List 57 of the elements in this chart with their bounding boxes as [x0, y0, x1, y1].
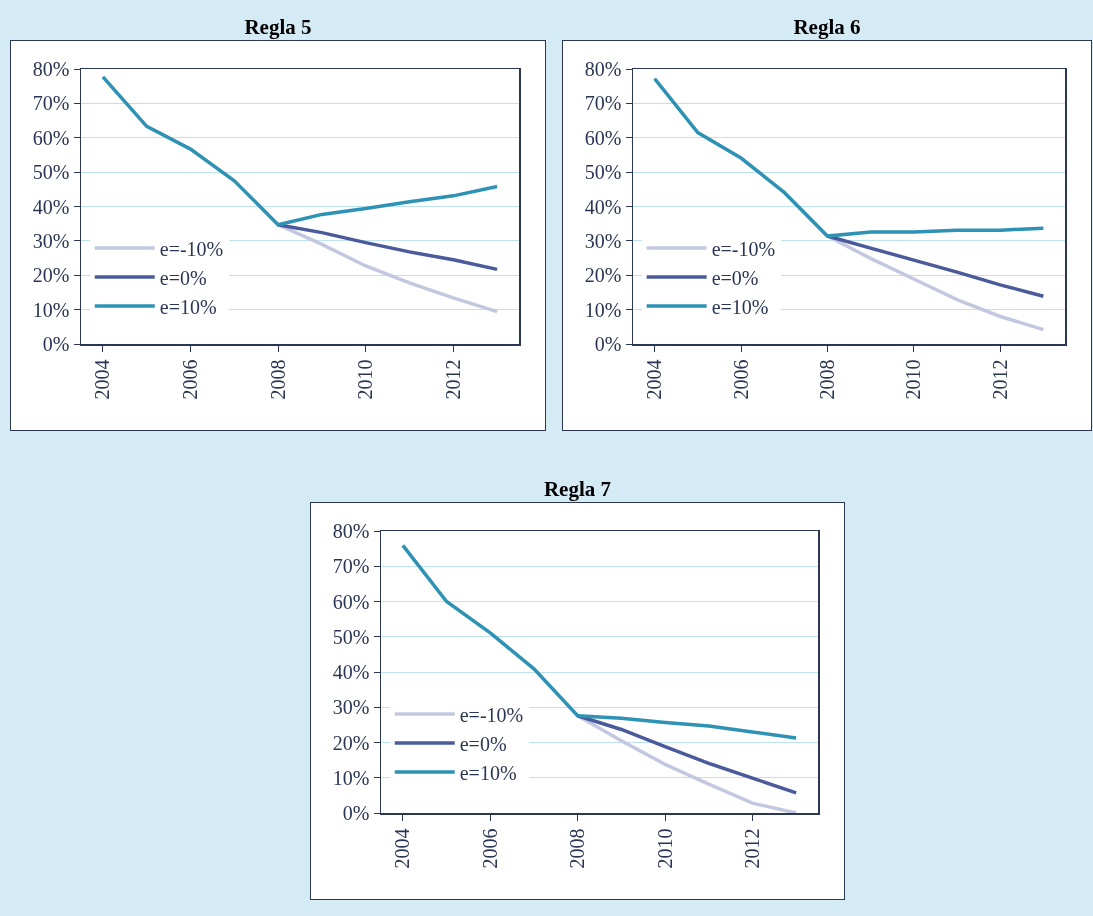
x-tick-label: 2006 — [478, 828, 501, 869]
y-tick-label: 50% — [584, 161, 622, 184]
y-tick-label: 20% — [584, 264, 622, 287]
x-tick-label: 2012 — [740, 828, 763, 869]
y-tick-label: 50% — [332, 625, 370, 648]
y-tick-label: 0% — [342, 802, 370, 824]
legend-label: e=-10% — [159, 237, 224, 260]
y-tick-label: 40% — [584, 195, 622, 218]
y-tick-label: 0% — [42, 333, 70, 355]
line-series — [652, 76, 1046, 238]
y-tick-label: 30% — [332, 696, 370, 719]
y-tick-label: 70% — [32, 92, 70, 115]
y-tick-label: 80% — [584, 58, 622, 80]
legend-label: e=0% — [159, 266, 207, 289]
y-tick-label: 10% — [32, 298, 70, 321]
y-tick-label: 10% — [332, 766, 370, 789]
y-tick-label: 60% — [32, 126, 70, 149]
x-tick-label: 2008 — [266, 359, 289, 400]
legend-label: e=10% — [459, 761, 517, 784]
y-tick-label: 80% — [332, 520, 370, 542]
legend-label: e=0% — [459, 732, 507, 755]
x-tick-label: 2012 — [441, 359, 464, 400]
y-tick-label: 30% — [32, 229, 70, 252]
x-tick-label: 2008 — [815, 359, 838, 400]
x-tick-label: 2004 — [391, 828, 414, 869]
x-tick-label: 2010 — [653, 828, 676, 869]
x-tick-label: 2004 — [91, 359, 114, 400]
x-tick-label: 2008 — [566, 828, 589, 869]
x-tick-label: 2006 — [729, 359, 752, 400]
x-tick-label: 2004 — [643, 359, 666, 400]
x-tick-label: 2010 — [354, 359, 377, 400]
legend-label: e=0% — [711, 266, 759, 289]
chart-title: Regla 5 — [243, 14, 313, 40]
y-tick-label: 30% — [584, 229, 622, 252]
legend-label: e=10% — [711, 295, 769, 318]
x-tick-label: 2012 — [988, 359, 1011, 400]
y-tick-label: 60% — [584, 126, 622, 149]
y-tick-label: 50% — [32, 161, 70, 184]
y-tick-label: 70% — [584, 92, 622, 115]
x-tick-label: 2010 — [902, 359, 925, 400]
y-tick-label: 10% — [584, 298, 622, 321]
chart-title: Regla 7 — [542, 476, 613, 502]
line-series — [101, 75, 499, 227]
y-tick-label: 40% — [32, 195, 70, 218]
y-tick-label: 0% — [594, 333, 622, 355]
x-tick-label: 2006 — [179, 359, 201, 400]
chart-title: Regla 6 — [792, 14, 862, 40]
y-tick-label: 20% — [332, 731, 370, 754]
y-tick-label: 80% — [32, 58, 70, 80]
y-tick-label: 60% — [332, 590, 370, 613]
legend-label: e=10% — [159, 295, 217, 318]
y-tick-label: 20% — [32, 264, 70, 287]
legend-label: e=-10% — [711, 237, 776, 260]
y-tick-label: 70% — [332, 555, 370, 578]
legend-label: e=-10% — [459, 703, 524, 726]
y-tick-label: 40% — [332, 661, 370, 683]
line-series — [276, 222, 499, 272]
